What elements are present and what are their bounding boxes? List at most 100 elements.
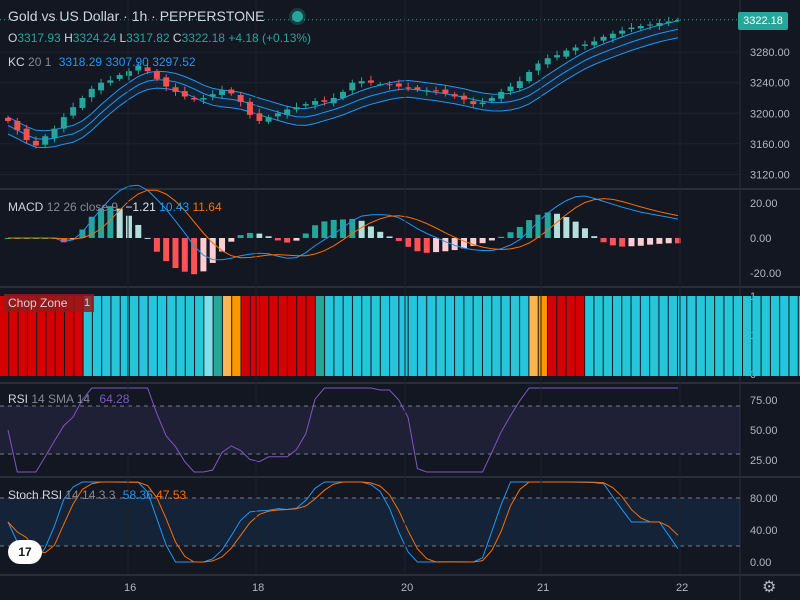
candle-body (14, 120, 21, 131)
chop-zone-bar (204, 296, 213, 376)
candle-body (163, 77, 170, 87)
macd-histogram-bar (274, 238, 281, 241)
chop-zone-bar (371, 296, 380, 376)
chop-zone-bar (260, 296, 269, 376)
kc-basis-line (7, 28, 679, 140)
macd-histogram-bar (581, 228, 588, 238)
chop-zone-bar (334, 296, 343, 376)
candle-body (200, 98, 207, 100)
candle-body (191, 98, 198, 100)
chop-zone-legend[interactable]: Chop Zone (8, 296, 67, 310)
macd-histogram-bar (526, 220, 533, 238)
chop-zone-bar (408, 296, 417, 376)
stoch-rsi-name: Stoch RSI (8, 488, 63, 502)
candle-body (572, 47, 579, 51)
candle-body (377, 84, 384, 86)
chop-zone-bar (743, 296, 752, 376)
close-value: 3322.18 (181, 31, 225, 45)
chop-zone-bar (687, 296, 696, 376)
tradingview-logo[interactable]: 17 (8, 540, 42, 564)
candle-body (442, 89, 449, 94)
chop-zone-bar (622, 296, 631, 376)
macd-histogram-bar (675, 238, 681, 244)
stoch-rsi-legend[interactable]: Stoch RSI 14 14 3 3 58.36 47.53 (8, 488, 186, 502)
chop-zone-bar (213, 296, 222, 376)
macd-histogram-bar (228, 238, 235, 242)
stoch-k-value: 58.36 (122, 488, 153, 502)
macd-histogram-bar (377, 231, 384, 238)
chop-zone-bar (612, 296, 622, 376)
candle-body (42, 136, 49, 145)
candle-body (628, 27, 635, 30)
chop-zone-bar (27, 296, 37, 376)
candle-body (144, 67, 151, 72)
macd-histogram-bar (395, 238, 402, 241)
candle-body (395, 83, 402, 87)
chop-zone-bar (473, 296, 482, 376)
stoch-tick-label: 80.00 (750, 493, 778, 505)
chart-title: Gold vs US Dollar · 1h · PEPPERSTONE (8, 8, 265, 24)
candle-body (321, 100, 328, 102)
low-label: L (119, 31, 127, 45)
macd-histogram-bar (572, 221, 579, 238)
kc-legend[interactable]: KC 20 1 3318.29 3307.90 3297.52 (8, 55, 196, 69)
chop-zone-value: 1 (84, 297, 91, 309)
chop-zone-bar (157, 296, 167, 376)
macd-histogram-bar (609, 238, 616, 246)
candle-body (60, 117, 67, 129)
candle-body (647, 24, 654, 26)
price-tick-label: 3120.00 (750, 170, 790, 182)
chop-zone-bar (399, 296, 408, 376)
candle-body (284, 109, 291, 115)
macd-histogram-bar (386, 236, 393, 238)
chop-zone-bar (0, 296, 9, 376)
candle-body (51, 128, 58, 138)
chop-zone-bar (325, 296, 334, 376)
chop-zone-bar (46, 296, 55, 376)
chop-zone-bar (789, 296, 798, 376)
candle-body (349, 82, 356, 91)
candle-body (488, 98, 495, 102)
last-price-tag: 3322.18 (738, 12, 788, 30)
chop-zone-bar (631, 296, 640, 376)
candle-body (423, 90, 430, 92)
candle-body (302, 104, 309, 106)
chop-zone-bar (176, 296, 185, 376)
macd-legend[interactable]: MACD 12 26 close 9 −1.21 10.43 11.64 (8, 200, 222, 214)
kc-params: 20 1 (28, 55, 52, 69)
chop-zone-bar (659, 296, 668, 376)
macd-histogram-bar (172, 238, 179, 269)
macd-histogram-bar (144, 237, 151, 239)
chop-zone-bar (74, 296, 83, 376)
gear-icon[interactable]: ⚙ (762, 579, 777, 596)
rsi-legend[interactable]: RSI 14 SMA 14 64.28 (8, 392, 129, 406)
open-label: O (8, 31, 18, 45)
chop-zone-bar (696, 296, 705, 376)
macd-histogram-bar (209, 238, 216, 263)
time-tick-label: 20 (401, 582, 413, 594)
macd-histogram-bar (237, 235, 244, 238)
chop-zone-bar (594, 296, 603, 376)
kc-name: KC (8, 55, 25, 69)
chop-zone-bar (315, 296, 325, 376)
macd-histogram-bar (516, 227, 523, 238)
candle-body (591, 41, 598, 46)
macd-histogram-bar (284, 238, 291, 243)
chop-zone-bar (120, 296, 130, 376)
candle-body (600, 36, 607, 41)
macd-histogram-bar (191, 238, 198, 275)
price-tick-label: 3280.00 (750, 47, 790, 59)
macd-histogram-bar (656, 238, 663, 244)
chop-zone-bar (436, 296, 445, 376)
chop-zone-bar (761, 296, 770, 376)
macd-histogram-bar (637, 238, 644, 246)
candle-body (265, 117, 272, 122)
chop-zone-bar (650, 296, 659, 376)
candle-body (246, 101, 253, 115)
macd-histogram-bar (60, 238, 67, 243)
macd-histogram-bar (665, 238, 672, 244)
chop-zone-bar (92, 296, 102, 376)
macd-histogram-bar (451, 238, 458, 251)
